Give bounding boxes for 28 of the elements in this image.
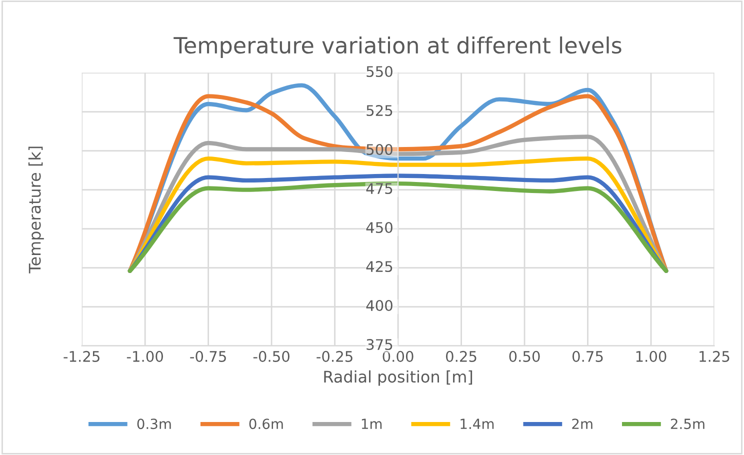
y-tick-label: 475 xyxy=(366,183,392,194)
legend-label: 2.5m xyxy=(670,418,704,430)
x-tick-label: 0.25 xyxy=(446,350,476,362)
y-tick-label: 400 xyxy=(366,300,392,312)
legend-label: 2m xyxy=(572,418,592,429)
x-tick-label: -0.25 xyxy=(316,350,352,362)
legend-label: 0.3m xyxy=(137,418,171,430)
x-tick-label: 0.50 xyxy=(509,350,540,362)
x-tick-label: 0.75 xyxy=(572,350,603,362)
y-tick-label: 550 xyxy=(366,66,392,78)
legend-label: 1m xyxy=(362,418,382,429)
x-axis-title: Radial position [m] xyxy=(324,370,472,386)
x-tick-label: 1.00 xyxy=(636,350,666,362)
x-tick-label: 1.25 xyxy=(700,350,730,362)
x-tick-label: 0.00 xyxy=(382,350,414,362)
x-tick-label: -0.75 xyxy=(190,350,226,362)
x-tick-label: -0.50 xyxy=(253,350,290,362)
legend-label: 1.4m xyxy=(460,418,494,429)
y-axis-title: Temperature [k] xyxy=(28,146,44,274)
y-tick-label: 425 xyxy=(366,261,392,272)
x-tick-label: -1.00 xyxy=(126,350,163,362)
y-tick-label: 450 xyxy=(366,222,392,234)
y-tick-label: 500 xyxy=(366,144,392,156)
x-tick-label: -1.25 xyxy=(64,350,100,362)
y-tick-label: 525 xyxy=(366,105,392,116)
chart-title: Temperature variation at different levels xyxy=(174,36,622,58)
legend-label: 0.6m xyxy=(249,418,283,430)
y-tick-label: 375 xyxy=(366,339,392,350)
